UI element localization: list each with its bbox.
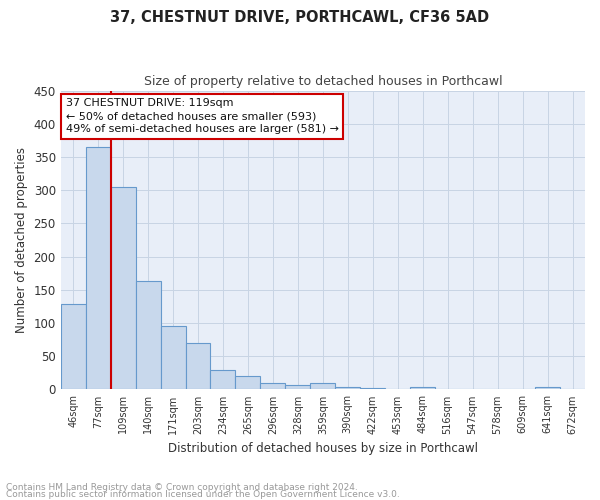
Title: Size of property relative to detached houses in Porthcawl: Size of property relative to detached ho… <box>143 75 502 88</box>
Bar <box>161 326 185 390</box>
Bar <box>260 383 286 390</box>
Bar <box>185 343 211 390</box>
Bar <box>61 304 86 390</box>
Text: 37 CHESTNUT DRIVE: 119sqm
← 50% of detached houses are smaller (593)
49% of semi: 37 CHESTNUT DRIVE: 119sqm ← 50% of detac… <box>66 98 339 134</box>
Bar <box>86 147 110 390</box>
Bar <box>335 387 360 390</box>
X-axis label: Distribution of detached houses by size in Porthcawl: Distribution of detached houses by size … <box>168 442 478 455</box>
Bar <box>211 370 235 390</box>
Text: 37, CHESTNUT DRIVE, PORTHCAWL, CF36 5AD: 37, CHESTNUT DRIVE, PORTHCAWL, CF36 5AD <box>110 10 490 25</box>
Bar <box>310 384 335 390</box>
Bar <box>410 388 435 390</box>
Bar <box>235 376 260 390</box>
Bar <box>110 187 136 390</box>
Text: Contains public sector information licensed under the Open Government Licence v3: Contains public sector information licen… <box>6 490 400 499</box>
Bar <box>136 281 161 390</box>
Bar <box>535 387 560 390</box>
Text: Contains HM Land Registry data © Crown copyright and database right 2024.: Contains HM Land Registry data © Crown c… <box>6 484 358 492</box>
Bar <box>360 388 385 390</box>
Y-axis label: Number of detached properties: Number of detached properties <box>15 147 28 333</box>
Bar <box>286 385 310 390</box>
